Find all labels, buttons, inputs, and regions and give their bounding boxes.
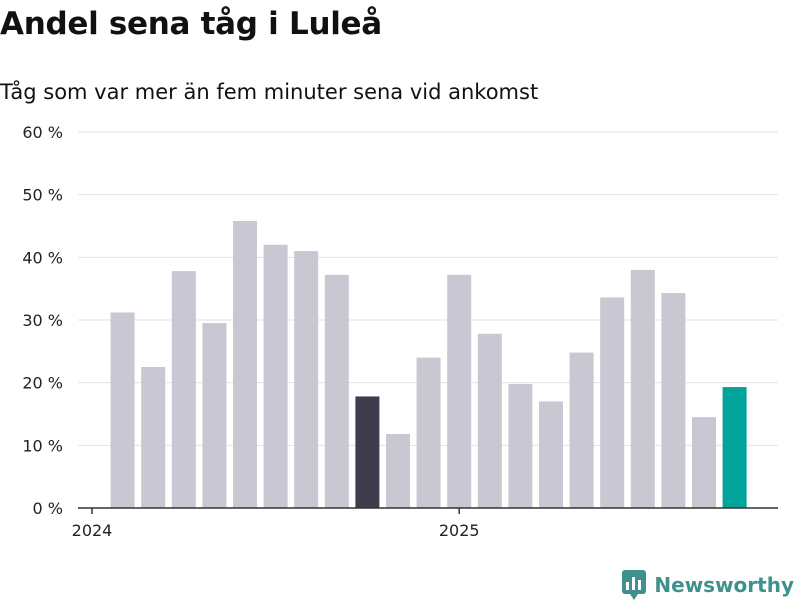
y-tick-label: 50 % (22, 186, 63, 205)
bar (416, 357, 441, 508)
y-tick-label: 30 % (22, 311, 63, 330)
bar (539, 401, 563, 508)
newsworthy-logo-icon (622, 570, 647, 600)
y-tick-label: 40 % (22, 248, 63, 267)
x-tick-label: 2024 (72, 521, 113, 540)
y-tick-label: 20 % (22, 374, 63, 393)
bar (171, 271, 196, 508)
brand-name: Newsworthy (654, 573, 794, 597)
bar (447, 274, 472, 508)
bar (692, 417, 716, 508)
bar (600, 297, 625, 508)
bar (508, 383, 533, 508)
bar (355, 396, 380, 508)
bar (233, 220, 257, 508)
bar (141, 367, 166, 508)
bar (294, 251, 319, 509)
bar (202, 323, 227, 508)
bar (661, 293, 686, 508)
bar (110, 312, 135, 508)
chart-title: Andel sena tåg i Luleå (0, 6, 382, 42)
y-tick-label: 0 % (33, 499, 63, 518)
bar (263, 244, 288, 509)
chart-subtitle: Tåg som var mer än fem minuter sena vid … (0, 80, 539, 104)
y-tick-label: 10 % (22, 436, 63, 455)
x-tick-label: 2025 (439, 521, 480, 540)
bar (324, 274, 349, 508)
bar (722, 387, 747, 508)
brand: Newsworthy (622, 570, 794, 600)
bar (386, 434, 410, 508)
bar (630, 269, 655, 508)
bar (477, 333, 502, 508)
bar (569, 352, 594, 508)
y-tick-label: 60 % (22, 123, 63, 142)
